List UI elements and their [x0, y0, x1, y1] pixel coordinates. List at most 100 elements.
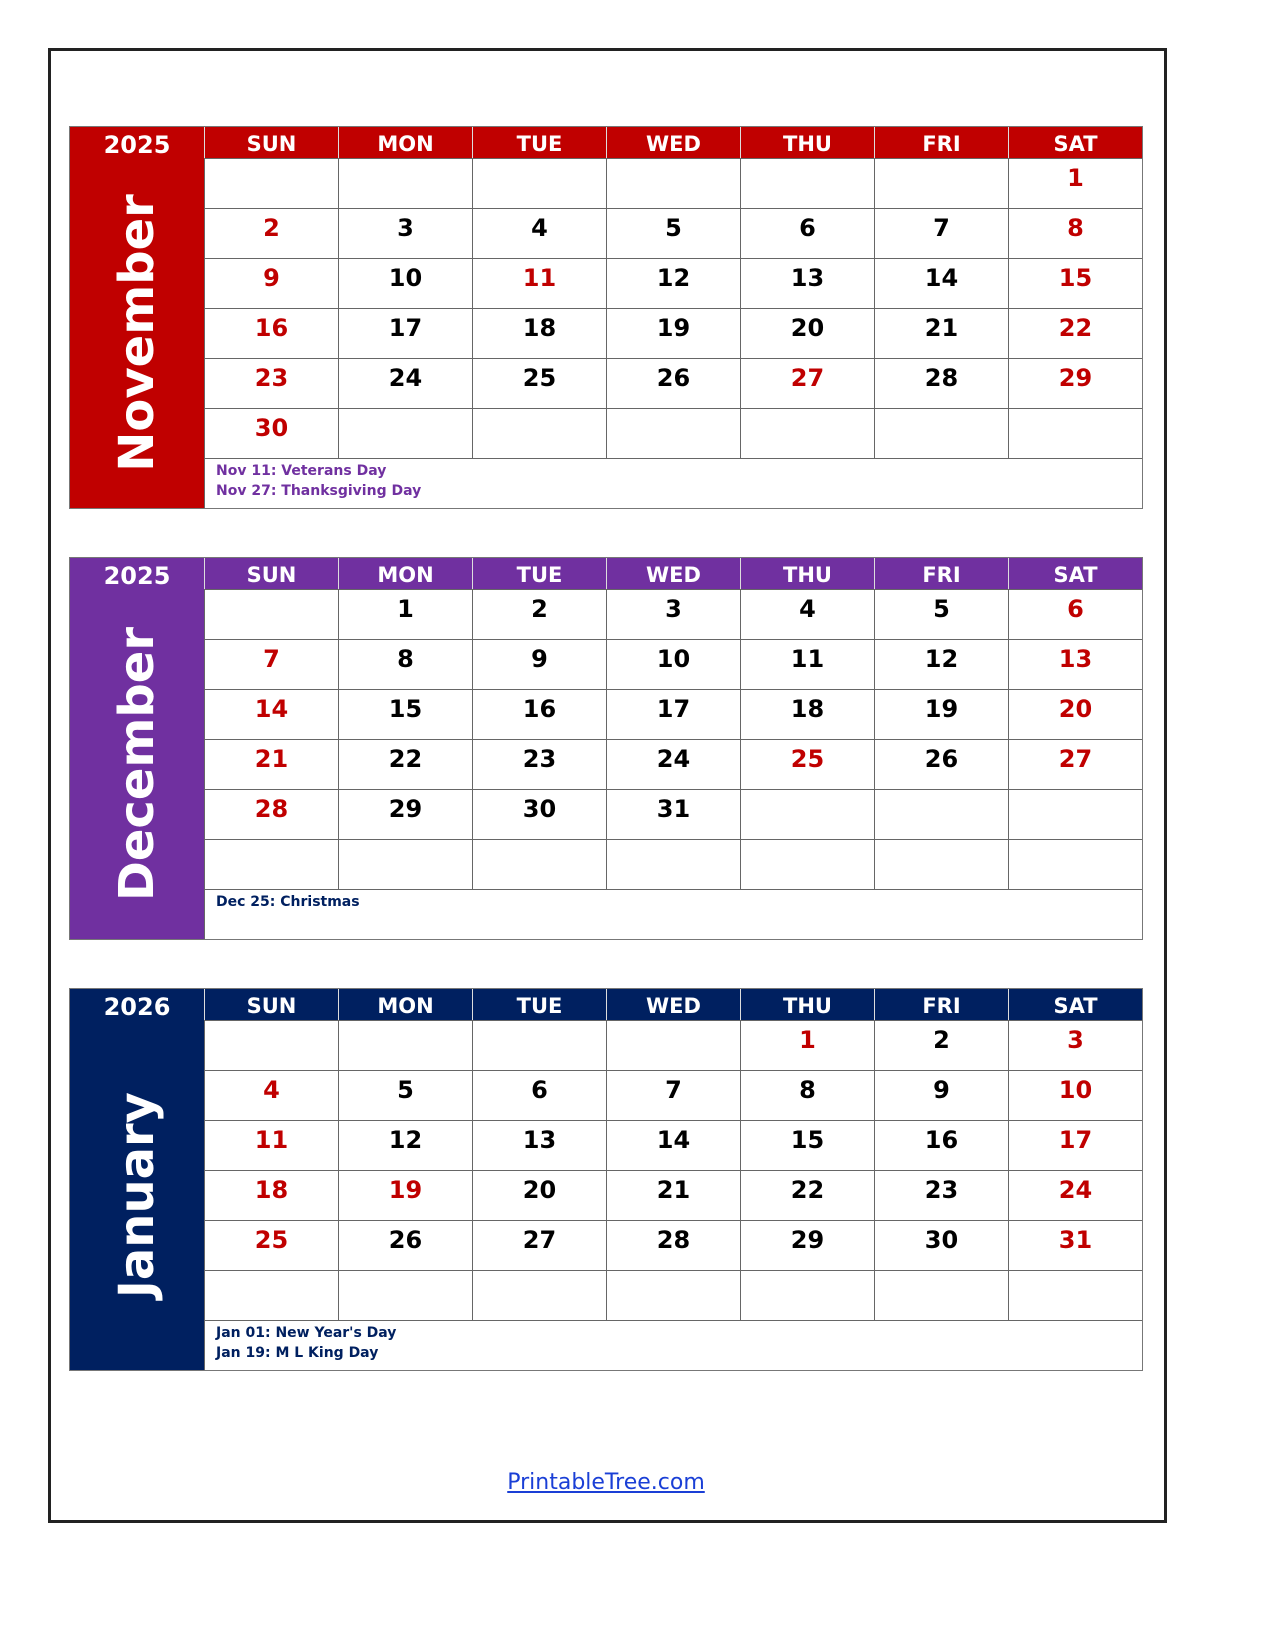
day-cell[interactable]: 26 — [874, 739, 1008, 789]
day-cell[interactable]: 21 — [606, 1170, 740, 1220]
day-cell[interactable]: 25 — [472, 358, 606, 408]
day-cell[interactable]: 6 — [740, 208, 874, 258]
day-cell[interactable]: 9 — [204, 258, 338, 308]
empty-cell — [338, 408, 472, 458]
day-cell[interactable]: 23 — [472, 739, 606, 789]
day-cell[interactable]: 10 — [606, 639, 740, 689]
day-cell[interactable]: 2 — [874, 1020, 1008, 1070]
day-cell[interactable]: 9 — [874, 1070, 1008, 1120]
day-cell[interactable]: 16 — [204, 308, 338, 358]
day-cell[interactable]: 21 — [874, 308, 1008, 358]
day-cell[interactable]: 29 — [740, 1220, 874, 1270]
day-cell[interactable]: 2 — [204, 208, 338, 258]
day-cell[interactable]: 1 — [740, 1020, 874, 1070]
empty-cell — [874, 158, 1008, 208]
weekday-header: TUE — [472, 558, 606, 589]
day-cell[interactable]: 5 — [606, 208, 740, 258]
day-cell[interactable]: 10 — [338, 258, 472, 308]
day-cell[interactable]: 6 — [472, 1070, 606, 1120]
day-cell[interactable]: 22 — [338, 739, 472, 789]
day-cell[interactable]: 28 — [874, 358, 1008, 408]
day-cell[interactable]: 18 — [740, 689, 874, 739]
day-cell[interactable]: 4 — [204, 1070, 338, 1120]
day-cell[interactable]: 25 — [204, 1220, 338, 1270]
day-cell[interactable]: 28 — [606, 1220, 740, 1270]
day-cell[interactable]: 30 — [472, 789, 606, 839]
day-cell[interactable]: 27 — [472, 1220, 606, 1270]
day-cell[interactable]: 23 — [204, 358, 338, 408]
empty-cell — [204, 1270, 338, 1320]
day-cell[interactable]: 31 — [1008, 1220, 1142, 1270]
day-cell[interactable]: 24 — [338, 358, 472, 408]
day-cell[interactable]: 19 — [874, 689, 1008, 739]
day-cell[interactable]: 17 — [338, 308, 472, 358]
day-cell[interactable]: 3 — [1008, 1020, 1142, 1070]
day-cell[interactable]: 18 — [472, 308, 606, 358]
day-cell[interactable]: 21 — [204, 739, 338, 789]
day-cell[interactable]: 3 — [338, 208, 472, 258]
empty-cell — [740, 158, 874, 208]
day-cell[interactable]: 11 — [740, 639, 874, 689]
day-cell[interactable]: 4 — [472, 208, 606, 258]
day-cell[interactable]: 20 — [472, 1170, 606, 1220]
day-cell[interactable]: 13 — [740, 258, 874, 308]
day-cell[interactable]: 4 — [740, 589, 874, 639]
day-cell[interactable]: 16 — [472, 689, 606, 739]
day-cell[interactable]: 24 — [1008, 1170, 1142, 1220]
day-cell[interactable]: 1 — [1008, 158, 1142, 208]
day-cell[interactable]: 5 — [874, 589, 1008, 639]
day-cell[interactable]: 3 — [606, 589, 740, 639]
day-cell[interactable]: 15 — [338, 689, 472, 739]
day-cell[interactable]: 9 — [472, 639, 606, 689]
day-cell[interactable]: 7 — [606, 1070, 740, 1120]
day-cell[interactable]: 27 — [1008, 739, 1142, 789]
footer-link[interactable]: PrintableTree.com — [507, 1470, 705, 1495]
day-cell[interactable]: 25 — [740, 739, 874, 789]
day-cell[interactable]: 12 — [874, 639, 1008, 689]
day-cell[interactable]: 11 — [204, 1120, 338, 1170]
day-cell[interactable]: 29 — [338, 789, 472, 839]
day-cell[interactable]: 7 — [874, 208, 1008, 258]
day-cell[interactable]: 8 — [740, 1070, 874, 1120]
day-cell[interactable]: 13 — [472, 1120, 606, 1170]
day-cell[interactable]: 20 — [740, 308, 874, 358]
day-cell[interactable]: 7 — [204, 639, 338, 689]
day-cell[interactable]: 1 — [338, 589, 472, 639]
day-cell[interactable]: 8 — [1008, 208, 1142, 258]
day-cell[interactable]: 22 — [1008, 308, 1142, 358]
day-cell[interactable]: 23 — [874, 1170, 1008, 1220]
month-label: November — [70, 158, 204, 508]
day-cell[interactable]: 17 — [1008, 1120, 1142, 1170]
day-cell[interactable]: 15 — [740, 1120, 874, 1170]
day-cell[interactable]: 11 — [472, 258, 606, 308]
holiday-note: Nov 11: Veterans Day — [216, 463, 387, 479]
day-cell[interactable]: 18 — [204, 1170, 338, 1220]
day-cell[interactable]: 19 — [338, 1170, 472, 1220]
day-cell[interactable]: 22 — [740, 1170, 874, 1220]
day-cell[interactable]: 16 — [874, 1120, 1008, 1170]
day-cell[interactable]: 20 — [1008, 689, 1142, 739]
day-cell[interactable]: 26 — [338, 1220, 472, 1270]
day-cell[interactable]: 30 — [874, 1220, 1008, 1270]
day-cell[interactable]: 12 — [606, 258, 740, 308]
day-cell[interactable]: 2 — [472, 589, 606, 639]
day-cell[interactable]: 28 — [204, 789, 338, 839]
day-cell[interactable]: 8 — [338, 639, 472, 689]
day-cell[interactable]: 15 — [1008, 258, 1142, 308]
day-cell[interactable]: 19 — [606, 308, 740, 358]
day-cell[interactable]: 14 — [606, 1120, 740, 1170]
day-cell[interactable]: 5 — [338, 1070, 472, 1120]
day-cell[interactable]: 30 — [204, 408, 338, 458]
day-cell[interactable]: 24 — [606, 739, 740, 789]
day-cell[interactable]: 6 — [1008, 589, 1142, 639]
day-cell[interactable]: 29 — [1008, 358, 1142, 408]
day-cell[interactable]: 13 — [1008, 639, 1142, 689]
day-cell[interactable]: 31 — [606, 789, 740, 839]
day-cell[interactable]: 27 — [740, 358, 874, 408]
day-cell[interactable]: 10 — [1008, 1070, 1142, 1120]
day-cell[interactable]: 12 — [338, 1120, 472, 1170]
day-cell[interactable]: 14 — [874, 258, 1008, 308]
day-cell[interactable]: 17 — [606, 689, 740, 739]
day-cell[interactable]: 14 — [204, 689, 338, 739]
day-cell[interactable]: 26 — [606, 358, 740, 408]
